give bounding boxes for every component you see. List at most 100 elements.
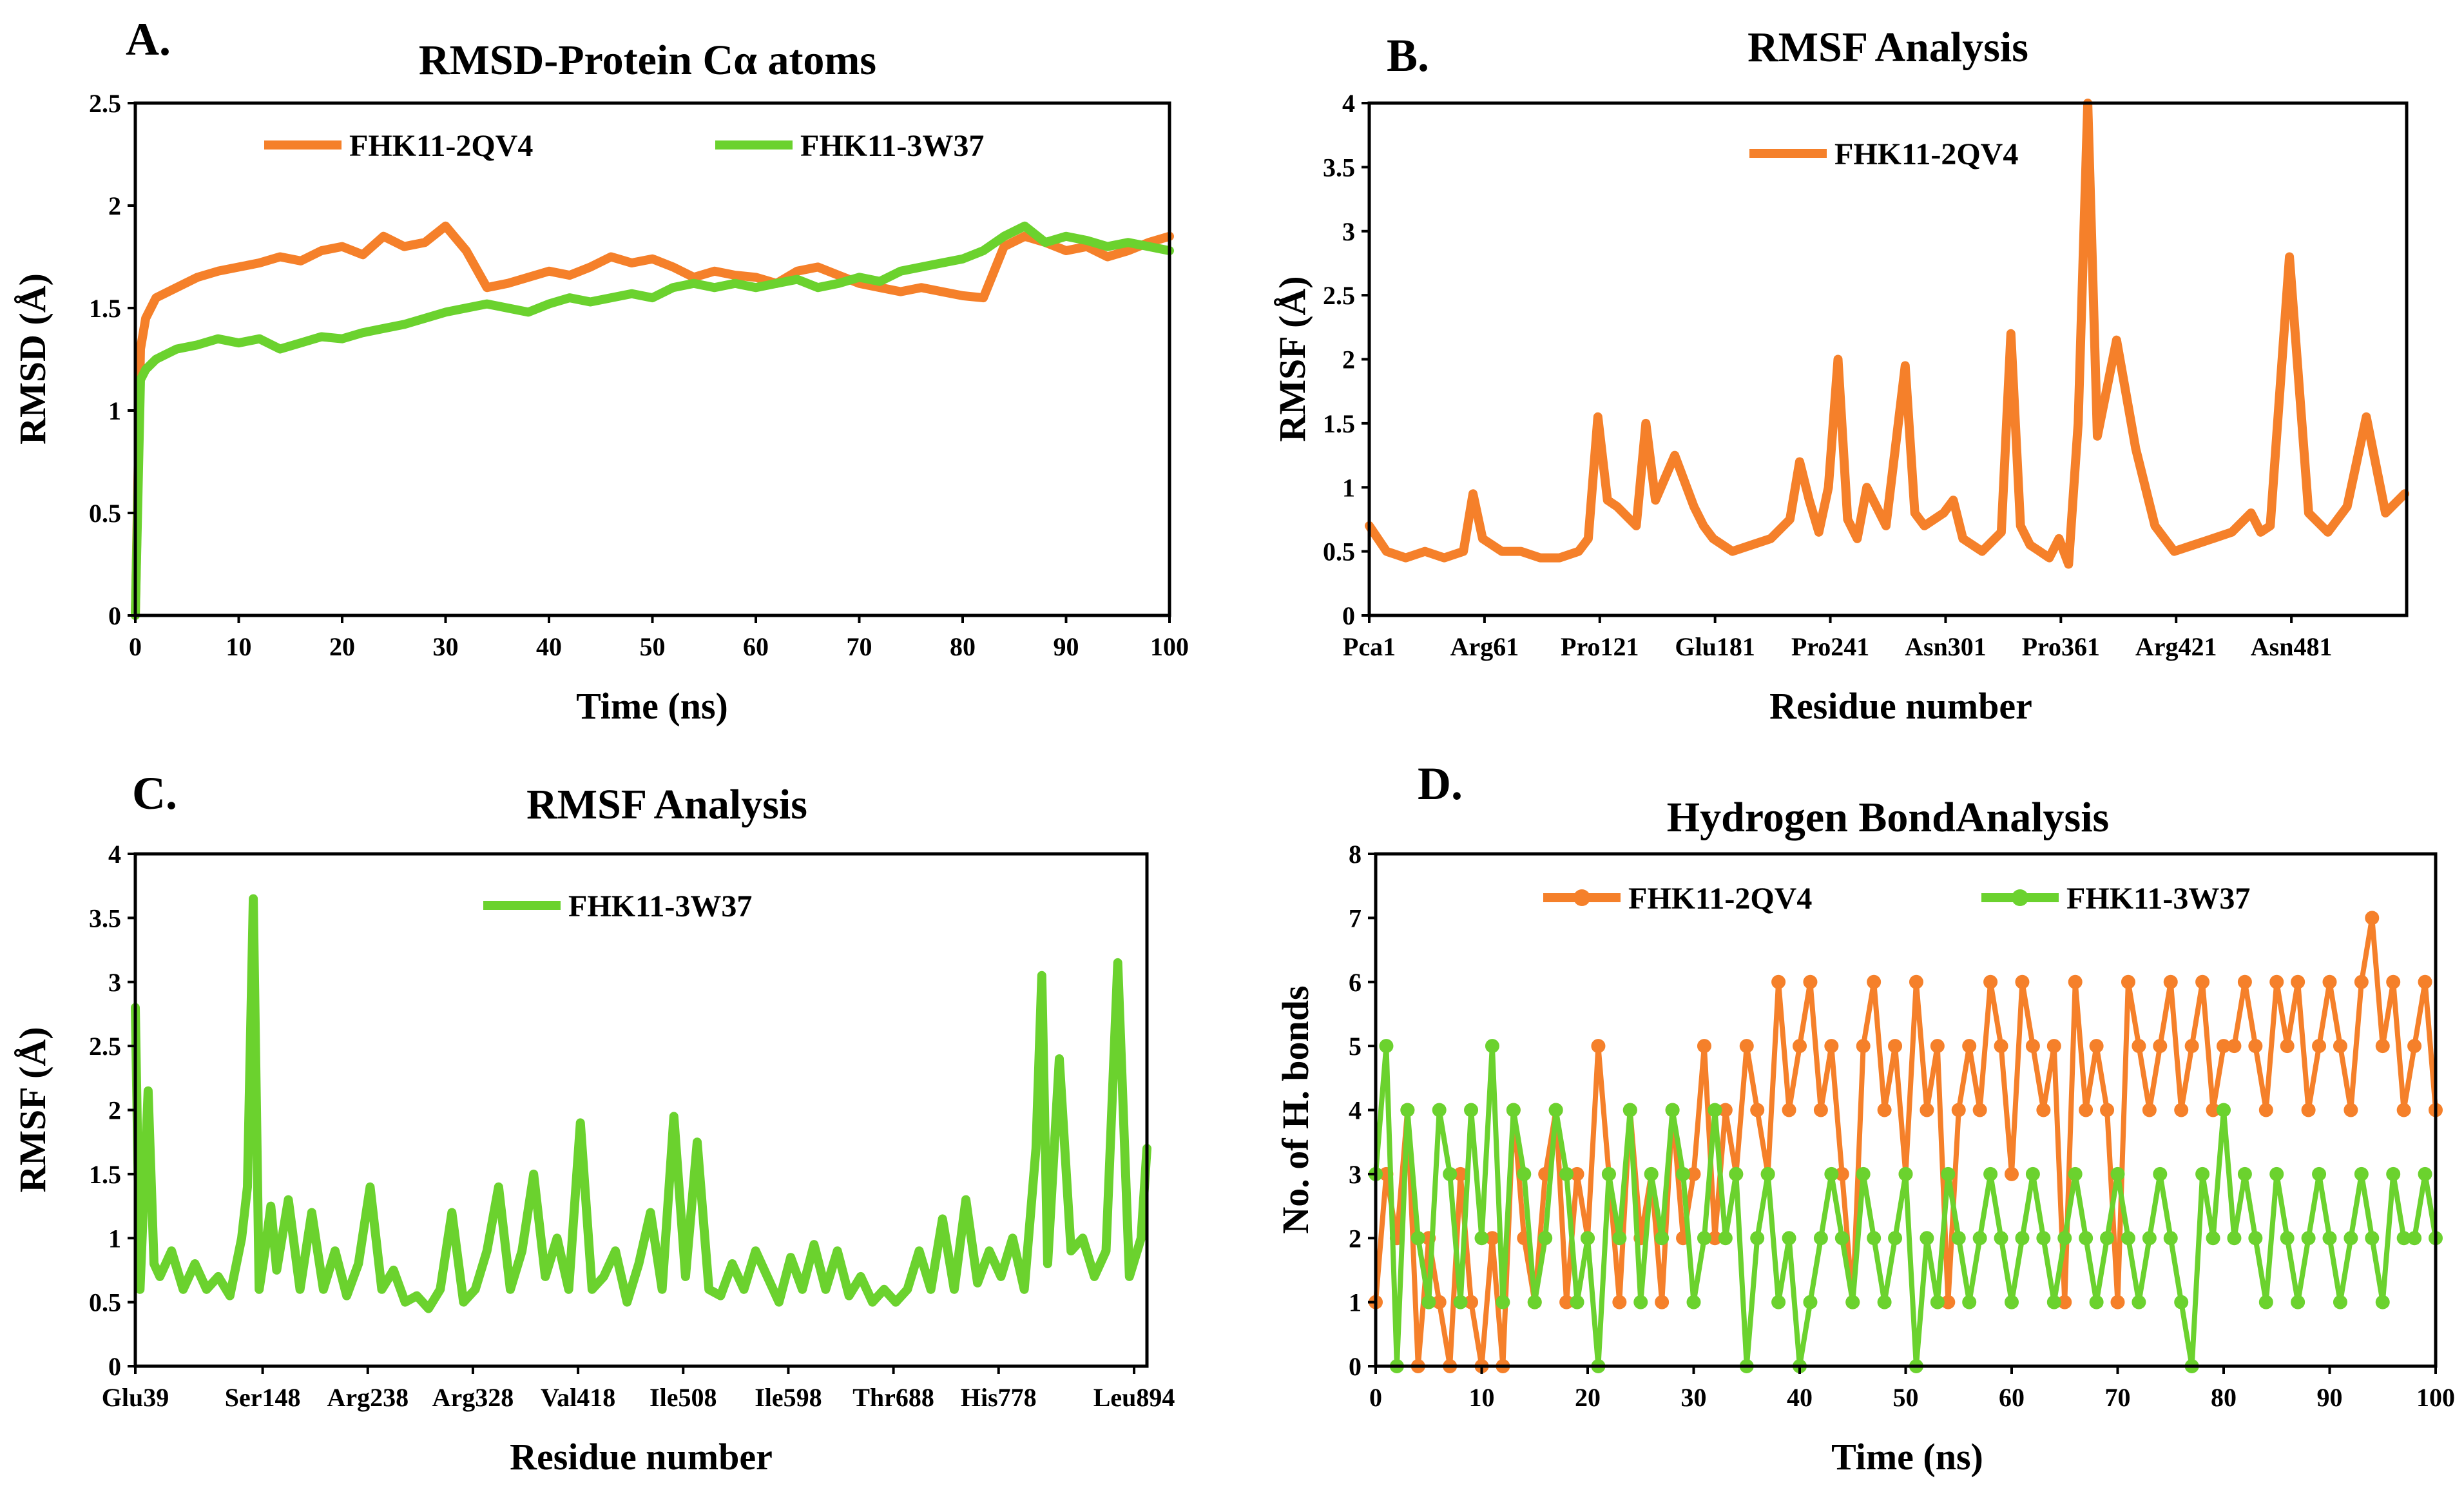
- x-tick-label: Ile598: [755, 1383, 822, 1412]
- x-tick-label: His778: [961, 1383, 1037, 1412]
- data-point: [1655, 1295, 1670, 1309]
- data-point: [1803, 1295, 1818, 1309]
- data-point: [2344, 1231, 2358, 1246]
- data-point: [1771, 1295, 1786, 1309]
- data-point: [2025, 1166, 2040, 1181]
- data-point: [2248, 1231, 2263, 1246]
- y-tick-label: 3: [1349, 1160, 1362, 1189]
- data-point: [1612, 1295, 1627, 1309]
- data-point: [1655, 1231, 1670, 1246]
- x-axis-label: Time (ns): [576, 685, 728, 727]
- data-point: [1527, 1295, 1542, 1309]
- data-point: [1750, 1231, 1765, 1246]
- data-point: [1548, 1103, 1563, 1117]
- data-point: [2354, 1166, 2369, 1181]
- x-tick-label: 70: [847, 632, 872, 661]
- data-point: [1410, 1231, 1425, 1246]
- data-point: [2206, 1231, 2220, 1246]
- data-point: [1708, 1231, 1722, 1246]
- y-tick-label: 1.5: [89, 1160, 121, 1189]
- chart-panel-a: A. RMSD-Protein Cα atoms Time (ns) RMSD (Å)…: [12, 14, 1189, 727]
- y-tick-label: 0.5: [1323, 537, 1355, 566]
- data-point: [1665, 1103, 1680, 1117]
- data-point: [2301, 1103, 2316, 1117]
- data-point: [1877, 1295, 1892, 1309]
- data-point: [1951, 1103, 1966, 1117]
- y-tick-label: 0: [108, 601, 121, 630]
- x-tick-label: 0: [1369, 1383, 1382, 1412]
- data-point: [2333, 1039, 2347, 1054]
- y-tick-label: 3: [1342, 217, 1355, 246]
- data-point: [2142, 1231, 2157, 1246]
- chart-title: RMSD-Protein Cα atoms: [419, 37, 876, 84]
- data-point: [1718, 1231, 1733, 1246]
- data-point: [2418, 974, 2432, 989]
- legend-marker: [1574, 889, 1590, 906]
- x-tick-label: Pro241: [1791, 632, 1869, 661]
- x-tick-label: 60: [1999, 1383, 2025, 1412]
- x-tick-label: 20: [329, 632, 355, 661]
- data-point: [2396, 1103, 2411, 1117]
- data-point: [1697, 1231, 1711, 1246]
- data-point: [1453, 1166, 1468, 1181]
- y-tick-label: 1: [108, 1224, 121, 1253]
- data-point: [1898, 1166, 1913, 1181]
- data-point: [2269, 1166, 2284, 1181]
- data-point: [2375, 1039, 2390, 1054]
- x-tick-label: Arg421: [2135, 632, 2217, 661]
- data-point: [2227, 1231, 2242, 1246]
- data-point: [1633, 1295, 1648, 1309]
- data-point: [1686, 1295, 1701, 1309]
- y-tick-label: 2.5: [89, 89, 121, 118]
- data-point: [2142, 1103, 2157, 1117]
- data-point: [1581, 1231, 1595, 1246]
- data-point: [2100, 1231, 2115, 1246]
- x-tick-label: Pro361: [2022, 632, 2100, 661]
- chart-panel-b: B. RMSF Analysis Residue number RMSF (Å) 0 0.…: [1271, 24, 2409, 727]
- series-line: [1373, 1043, 2438, 1369]
- x-tick-label: Asn301: [1905, 632, 1987, 661]
- x-tick-label: 90: [1054, 632, 1079, 661]
- y-tick-label: 1: [1349, 1288, 1362, 1317]
- y-tick-label: 1.5: [89, 294, 121, 323]
- data-point: [1930, 1295, 1945, 1309]
- y-tick-label: 3.5: [89, 903, 121, 932]
- data-point: [1570, 1295, 1584, 1309]
- data-point: [1464, 1103, 1479, 1117]
- x-tick-label: 80: [950, 632, 976, 661]
- y-tick-label: 0: [108, 1352, 121, 1381]
- data-point: [2322, 1231, 2337, 1246]
- data-point: [2132, 1039, 2146, 1054]
- data-point: [2100, 1103, 2115, 1117]
- data-point: [2184, 1039, 2199, 1054]
- y-tick-label: 2.5: [89, 1032, 121, 1061]
- data-point: [1697, 1039, 1711, 1054]
- x-tick-label: 30: [1681, 1383, 1707, 1412]
- data-point: [1877, 1103, 1892, 1117]
- y-tick-label: 4: [1349, 1096, 1362, 1125]
- data-point: [2163, 974, 2178, 989]
- plot-frame: [133, 852, 1149, 1368]
- x-tick-label: 50: [1893, 1383, 1919, 1412]
- x-tick-label: 70: [2105, 1383, 2131, 1412]
- chart-title: Hydrogen BondAnalysis: [1667, 794, 2110, 841]
- data-point: [2036, 1103, 2051, 1117]
- data-point: [1644, 1166, 1659, 1181]
- x-tick-label: Glu39: [102, 1383, 169, 1412]
- data-point: [1856, 1039, 1871, 1054]
- data-point: [2079, 1103, 2093, 1117]
- data-point: [1962, 1295, 1977, 1309]
- data-point: [1930, 1039, 1945, 1054]
- chart-title: RMSF Analysis: [1747, 24, 2028, 71]
- y-tick-label: 8: [1349, 840, 1362, 869]
- x-tick-label: Ser148: [225, 1383, 301, 1412]
- data-point: [1972, 1231, 1987, 1246]
- data-point: [1379, 1039, 1394, 1054]
- data-point: [2046, 1039, 2061, 1054]
- data-point: [1559, 1295, 1574, 1309]
- data-point: [2174, 1103, 2189, 1117]
- y-tick-label: 1: [1342, 473, 1355, 502]
- y-tick-label: 0.5: [89, 499, 121, 528]
- y-tick-label: 1: [108, 396, 121, 425]
- y-axis-label: RMSF (Å): [12, 1027, 53, 1192]
